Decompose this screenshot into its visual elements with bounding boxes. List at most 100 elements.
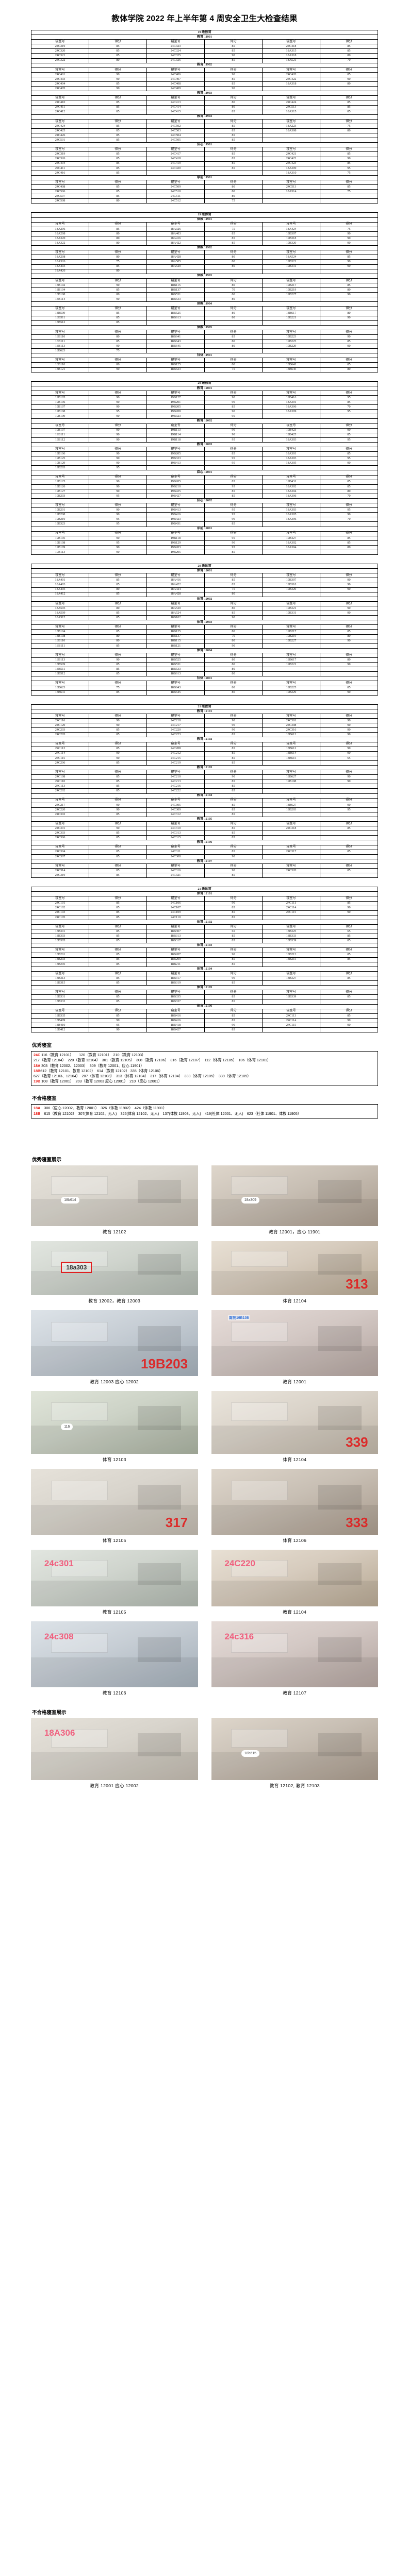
- table-row: 18B203 85 18B209 85 18B215 85: [31, 957, 378, 962]
- cell-score: [320, 873, 378, 878]
- cell-score: 85: [320, 72, 378, 77]
- dorm-line: 627（教育 12103、12104） 207（体育 12103） 313（体育…: [34, 1074, 375, 1079]
- dorm-line-text: 108（教育 12001） 203（教育 12003 应心 12001） 210…: [40, 1079, 162, 1084]
- cell-score: 90: [320, 774, 378, 780]
- col-room: 寝室号: [31, 990, 89, 995]
- col-score: 得分: [320, 713, 378, 719]
- cell-score: 85: [204, 151, 263, 157]
- cell-room: 18B333: [262, 934, 320, 939]
- cell-room: 18A304: [262, 488, 320, 494]
- grade-title: 21 级体育: [31, 887, 378, 892]
- class-title: 教育 12101: [31, 708, 378, 714]
- cell-room: 18A401: [31, 578, 89, 583]
- building-tag: 18A: [34, 1063, 41, 1068]
- col-score: 得分: [320, 423, 378, 429]
- cell-score: 85: [89, 287, 147, 293]
- table-row: 19B105 90 19B127 90 19B416 95: [31, 395, 378, 401]
- cell-score: [204, 170, 263, 176]
- cell-score: 95: [204, 507, 263, 513]
- cell-room: 19B106: [31, 451, 89, 457]
- col-room: 寝室号: [262, 118, 320, 124]
- cell-score: [320, 465, 378, 471]
- col-room: 寝室号: [262, 147, 320, 152]
- cell-score: 85: [89, 338, 147, 345]
- col-score: 得分: [204, 573, 263, 579]
- class-title: 体教 11903: [31, 273, 378, 279]
- cell-room: 19B201: [31, 507, 89, 513]
- cell-room: 18A315: [262, 109, 320, 115]
- cell-room: 24C106: [146, 901, 205, 906]
- cell-room: 19B203: [31, 493, 89, 499]
- cell-score: 80: [204, 638, 263, 644]
- cell-room: 24C217: [31, 802, 89, 808]
- cell-score: 80: [320, 287, 378, 293]
- cell-score: 80: [204, 657, 263, 663]
- cell-room: 18B102: [31, 282, 89, 288]
- cell-room: [262, 348, 320, 354]
- cell-room: [146, 170, 205, 176]
- table-header-row: 寝室号 得分 寝室号 得分 寝室号 得分: [31, 1008, 378, 1014]
- cell-score: 80: [204, 344, 263, 349]
- col-room: 寝室号: [262, 278, 320, 283]
- cell-score: 80: [204, 338, 263, 345]
- col-score: 得分: [89, 118, 147, 124]
- cell-room: 18B533: [146, 667, 205, 672]
- col-room: 寝室号: [31, 844, 89, 850]
- class-title: 社体 11901: [31, 353, 378, 359]
- table-row: 18B104 85 18B137 70 19B219 80: [31, 287, 378, 293]
- excellent-dorm-gallery: 18b614 教育 12102 18a309 教育 12001，应心 11901 18a…: [31, 1165, 378, 1700]
- cell-room: 24C418: [262, 44, 320, 49]
- cell-score: 90: [89, 461, 147, 466]
- cell-score: 85: [204, 746, 263, 752]
- cell-score: 85: [320, 338, 378, 345]
- table-header-row: 寝室号 得分 寝室号 得分 寝室号 得分: [31, 681, 378, 686]
- col-score: 得分: [204, 652, 263, 658]
- cell-room: 18B512: [31, 320, 89, 326]
- col-score: 得分: [89, 821, 147, 827]
- cell-score: 85: [204, 123, 263, 129]
- cell-room: 18A304: [262, 545, 320, 551]
- cell-score: 85: [89, 1013, 147, 1019]
- table-row: 18B409 90 18B416 85 24C114 90: [31, 1018, 378, 1023]
- cell-room: 24C318: [262, 826, 320, 832]
- dorm-photo: 339: [211, 1391, 378, 1454]
- cell-room: [262, 133, 320, 139]
- cell-score: [320, 671, 378, 677]
- table-row: 24C319 85 24C417 85 24C421 85: [31, 151, 378, 157]
- cell-room: 24C311: [146, 849, 205, 855]
- cell-room: [262, 914, 320, 920]
- gallery-item: 24c301 教育 12105: [31, 1549, 198, 1619]
- table-header-row: 寝室号 得分 寝室号 得分 寝室号 得分: [31, 446, 378, 452]
- table-row: 18B511 85 18B533 80: [31, 667, 378, 672]
- cell-room: 19B105: [31, 395, 89, 401]
- cell-score: 85: [89, 901, 147, 906]
- cell-score: 95: [204, 545, 263, 551]
- cell-score: 95: [320, 807, 378, 812]
- col-room: 寝室号: [31, 741, 89, 747]
- col-room: 寝室号: [146, 250, 205, 256]
- col-room: 寝室号: [146, 446, 205, 452]
- table-row: 19B127 90 19B425 85 18A304 80: [31, 488, 378, 494]
- cell-room: 24C420: [262, 72, 320, 77]
- cell-room: 24C312: [146, 811, 205, 818]
- cell-room: 24C220: [31, 807, 89, 812]
- cell-room: 18B412: [31, 1027, 89, 1033]
- cell-score: 85: [89, 671, 147, 677]
- table-row: 18B108 80 18B137 70 19B219 80: [31, 634, 378, 639]
- photo-caption: 教育 12105: [102, 1609, 126, 1615]
- col-score: 得分: [320, 222, 378, 227]
- cell-score: 85: [89, 189, 147, 195]
- cell-score: 85: [204, 732, 263, 738]
- col-room: 寝室号: [262, 896, 320, 902]
- table-header-row: 寝室号 得分 寝室号 得分 寝室号 得分: [31, 179, 378, 185]
- gallery-item: 317 体育 12105: [31, 1468, 198, 1548]
- cell-score: [320, 414, 378, 419]
- col-score: 得分: [320, 446, 378, 452]
- cell-room: 24C315: [146, 835, 205, 841]
- col-score: 得分: [89, 446, 147, 452]
- table-row: 19B108 95 19B208 90 18A309 95: [31, 409, 378, 415]
- cell-score: 85: [89, 774, 147, 780]
- cell-room: 18A306: [262, 404, 320, 410]
- table-row: 24C319 85 24C323 85 24C418 85: [31, 44, 378, 49]
- col-room: 寝室号: [31, 713, 89, 719]
